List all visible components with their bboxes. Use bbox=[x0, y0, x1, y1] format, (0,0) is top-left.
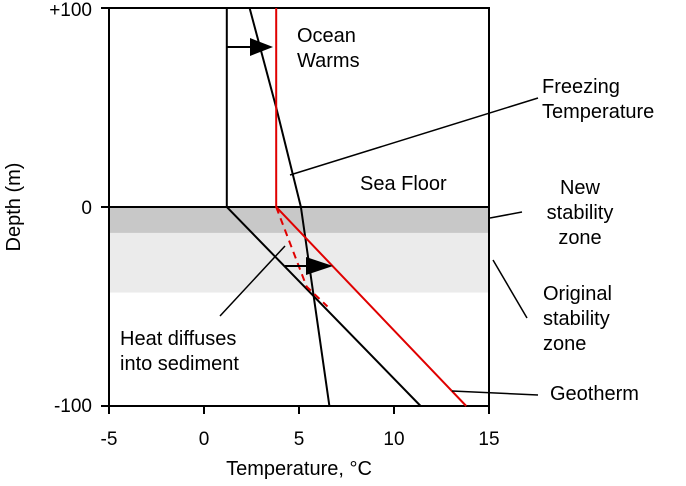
y-tick-label: -100 bbox=[54, 396, 92, 417]
y-axis-label: Depth (m) bbox=[3, 163, 25, 252]
original-zone-leader bbox=[492, 259, 528, 319]
original-geotherm-line bbox=[225, 8, 422, 407]
geotherm-leader bbox=[451, 390, 539, 396]
x-tick-label: -5 bbox=[101, 429, 118, 450]
original-stability-zone-label: Original bbox=[543, 283, 612, 305]
y-tick-label: 0 bbox=[81, 198, 92, 219]
x-axis-label: Temperature, °C bbox=[226, 458, 372, 480]
ocean-warms-label: Ocean bbox=[297, 25, 356, 47]
y-tick-label: +100 bbox=[49, 0, 92, 21]
new-zone-leader bbox=[489, 211, 523, 219]
x-tick-marks bbox=[108, 406, 490, 414]
sea-floor-label: Sea Floor bbox=[360, 173, 447, 195]
geotherm-label: Geotherm bbox=[550, 383, 639, 405]
freezing-temperature-label: Temperature bbox=[542, 101, 654, 123]
new-stability-zone-band bbox=[109, 207, 489, 233]
original-stability-zone-label: zone bbox=[543, 333, 586, 355]
heat-arrowhead bbox=[306, 257, 333, 275]
freezing-leader bbox=[289, 97, 539, 176]
new-stability-zone-label: New bbox=[560, 177, 601, 199]
y-tick-marks bbox=[101, 7, 109, 407]
freezing-temperature-label: Freezing bbox=[542, 76, 620, 98]
x-tick-label: 10 bbox=[383, 429, 404, 450]
new-stability-zone-label: zone bbox=[558, 227, 601, 249]
heat-diffuses-label: Heat diffuses bbox=[120, 328, 236, 350]
original-stability-zone-label: stability bbox=[543, 308, 610, 330]
new-stability-zone-label: stability bbox=[547, 202, 614, 224]
heat-diffuses-label: into sediment bbox=[120, 353, 239, 375]
ocean-warms-label: Warms bbox=[297, 50, 360, 72]
x-tick-label: 15 bbox=[478, 429, 499, 450]
x-tick-label: 0 bbox=[199, 429, 210, 450]
heat-leader bbox=[219, 245, 286, 317]
freezing-temperature-line bbox=[248, 7, 331, 407]
ocean-warms-arrowhead bbox=[250, 38, 273, 56]
x-tick-label: 5 bbox=[294, 429, 305, 450]
